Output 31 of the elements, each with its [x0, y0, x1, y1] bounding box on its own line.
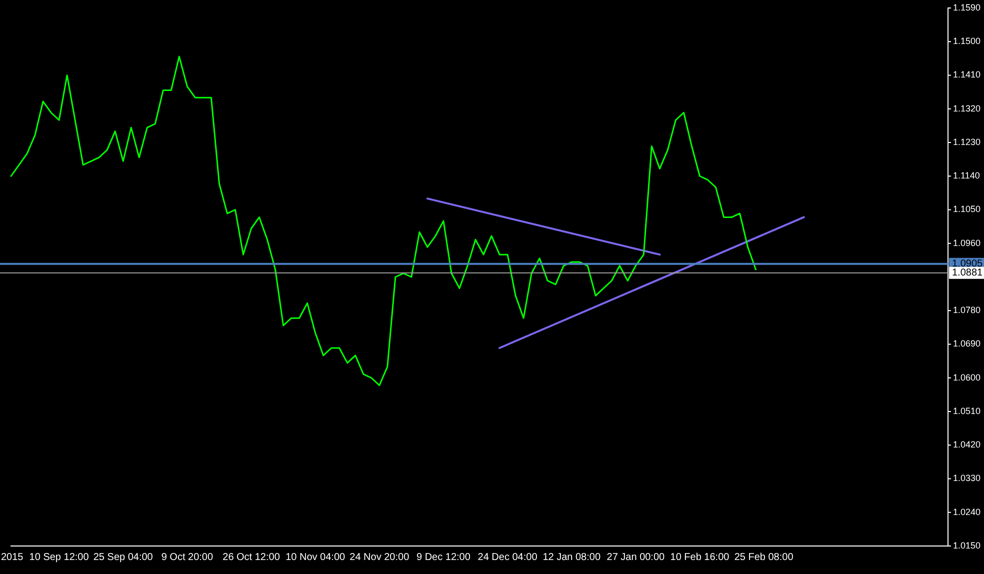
y-tick-label: 1.0600 [953, 372, 981, 382]
x-tick-label: 12 Jan 08:00 [542, 552, 601, 563]
x-tick-label: 10 Feb 16:00 [670, 552, 730, 563]
y-tick-label: 1.0780 [953, 305, 981, 316]
x-tick-label: 26 Oct 12:00 [222, 552, 280, 563]
y-tick-label: 1.0510 [953, 406, 981, 416]
y-tick-label: 1.1320 [953, 103, 981, 114]
x-tick-label: 9 Dec 12:00 [416, 552, 471, 563]
x-tick-label: 25 Feb 08:00 [734, 552, 794, 563]
y-tick-label: 1.1230 [953, 136, 981, 147]
y-tick-label: 1.1050 [953, 204, 981, 214]
y-tick-label: 1.0960 [953, 238, 981, 248]
x-tick-label: 9 Oct 20:00 [161, 552, 214, 563]
x-tick-label: 10 Sep 12:00 [29, 552, 90, 563]
y-tick-label: 1.1140 [953, 170, 980, 181]
x-tick-label: 24 Dec 04:00 [478, 552, 538, 563]
ref-line-label: 1.0905 [952, 258, 984, 270]
y-tick-label: 1.1500 [953, 36, 981, 46]
y-tick-label: 1.0690 [953, 338, 981, 349]
y-tick-label: 1.1590 [953, 2, 981, 12]
x-tick-label: 2015 [1, 552, 24, 563]
y-tick-label: 1.1410 [953, 70, 981, 80]
y-tick-label: 1.0330 [953, 473, 981, 484]
y-tick-label: 1.0420 [953, 440, 981, 450]
x-tick-label: 27 Jan 00:00 [606, 552, 666, 563]
ref-line-label: 1.0881 [952, 268, 984, 279]
x-tick-label: 10 Nov 04:00 [286, 552, 346, 563]
y-tick-label: 1.0150 [953, 540, 981, 550]
x-tick-label: 25 Sep 04:00 [93, 552, 154, 563]
x-tick-label: 24 Nov 20:00 [350, 552, 410, 563]
y-tick-label: 1.0240 [953, 506, 981, 517]
